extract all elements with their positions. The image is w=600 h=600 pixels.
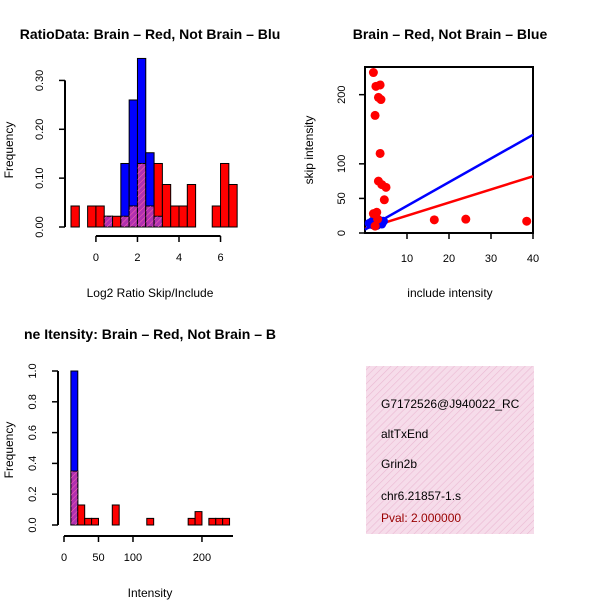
ratio-bar-overlap-hatch bbox=[137, 163, 146, 227]
scatter-point-brain bbox=[381, 182, 391, 192]
info-event-type: altTxEnd bbox=[381, 427, 428, 441]
ratio-x-tick-label: 2 bbox=[134, 252, 140, 264]
intensity-x-tick-label: 0 bbox=[61, 552, 67, 564]
scatter-point-brain bbox=[429, 215, 439, 225]
scatter-point-brain bbox=[370, 110, 380, 120]
ratio-bar-brain bbox=[95, 205, 105, 228]
info-gene-name: Grin2b bbox=[381, 457, 417, 471]
scatter-y-tick-label: 200 bbox=[336, 85, 348, 103]
ratio-y-tick-label: 0.10 bbox=[34, 167, 46, 188]
ratio-x-axis-label: Log2 Ratio Skip/Include bbox=[87, 286, 214, 300]
intensity-histogram-panel: ne Itensity: Brain – Red, Not Brain – B … bbox=[2, 326, 276, 600]
ratio-y-tick-label: 0.20 bbox=[34, 119, 46, 140]
scatter-x-tick-label: 40 bbox=[527, 253, 539, 265]
intensity-bar-brain bbox=[222, 517, 231, 526]
scatter-y-axis-label: skip intensity bbox=[302, 116, 316, 185]
ratio-bar-brain bbox=[112, 215, 122, 228]
ratio-bar-brain bbox=[161, 183, 172, 228]
intensity-bar-brain bbox=[146, 517, 155, 526]
intensity-x-axis-label: Intensity bbox=[128, 586, 173, 600]
scatter-y-tick-label: 100 bbox=[336, 155, 348, 173]
intensity-y-tick-label: 0.8 bbox=[27, 394, 39, 409]
scatter-x-tick-label: 10 bbox=[401, 253, 413, 265]
intensity-chart-title: ne Itensity: Brain – Red, Not Brain – B bbox=[24, 326, 276, 342]
scatter-point-brain bbox=[522, 216, 532, 226]
ratio-histogram-panel: RatioData: Brain – Red, Not Brain – Blu … bbox=[2, 26, 280, 300]
intensity-histogram-axes: 0.0 0.2 0.4 0.6 0.8 1.0 0 50 100 200 bbox=[27, 363, 233, 564]
intensity-bar-brain bbox=[84, 517, 93, 526]
ratio-chart-title: RatioData: Brain – Red, Not Brain – Blu bbox=[20, 26, 281, 42]
ratio-bar-overlap-hatch bbox=[104, 216, 113, 227]
info-panel: G7172526@J940022_RC altTxEnd Grin2b chr6… bbox=[366, 366, 534, 534]
intensity-x-tick-label: 100 bbox=[124, 552, 142, 564]
ratio-y-tick-label: 0.30 bbox=[34, 70, 46, 91]
intensity-x-tick-label: 200 bbox=[193, 552, 211, 564]
ratio-histogram-bars bbox=[70, 57, 238, 228]
intensity-y-tick-label: 1.0 bbox=[27, 363, 39, 378]
intensity-bar-brain bbox=[187, 517, 196, 526]
intensity-y-tick-label: 0.6 bbox=[27, 425, 39, 440]
ratio-histogram-axes: 0.00 0.10 0.20 0.30 0 2 4 6 bbox=[34, 70, 224, 264]
intensity-x-tick-label: 50 bbox=[92, 552, 104, 564]
intensity-histogram-bars bbox=[70, 370, 231, 526]
ratio-bar-overlap-hatch bbox=[129, 205, 138, 227]
scatter-y-tick-label: 0 bbox=[336, 230, 348, 236]
ratio-bar-brain bbox=[70, 205, 80, 228]
ratio-x-tick-label: 0 bbox=[93, 252, 99, 264]
info-panel-hatching bbox=[366, 366, 534, 534]
intensity-y-tick-label: 0.4 bbox=[27, 456, 39, 471]
info-probe-id: G7172526@J940022_RC bbox=[381, 397, 520, 411]
scatter-fit-line-brain bbox=[364, 175, 534, 231]
ratio-bar-brain bbox=[170, 205, 180, 228]
intensity-bar-overlap-hatch bbox=[70, 471, 78, 525]
intensity-bar-brain bbox=[77, 504, 86, 526]
scatter-panel: Brain – Red, Not Brain – Blue 10 20 30 40 0 5… bbox=[302, 26, 547, 300]
scatter-x-axis-label: include intensity bbox=[407, 286, 492, 300]
intensity-y-tick-label: 0.2 bbox=[27, 487, 39, 502]
scatter-chart-title: Brain – Red, Not Brain – Blue bbox=[353, 26, 548, 42]
intensity-y-axis-label: Frequency bbox=[2, 422, 16, 479]
ratio-x-tick-label: 6 bbox=[217, 252, 223, 264]
intensity-bar-brain bbox=[91, 517, 99, 526]
scatter-point-brain bbox=[461, 214, 471, 224]
ratio-bar-brain bbox=[178, 205, 188, 228]
ratio-bar-overlap-hatch bbox=[154, 216, 163, 227]
scatter-point-brain bbox=[375, 80, 385, 90]
scatter-marks bbox=[364, 68, 534, 231]
ratio-bar-overlap-hatch bbox=[120, 216, 130, 227]
scatter-axes: 10 20 30 40 0 50 100 200 bbox=[336, 85, 539, 265]
info-pval: Pval: 2.000000 bbox=[381, 511, 461, 525]
scatter-y-tick-label: 50 bbox=[336, 192, 348, 204]
scatter-point-brain bbox=[379, 195, 389, 205]
ratio-y-axis-label: Frequency bbox=[2, 122, 16, 179]
scatter-point-brain bbox=[373, 214, 383, 224]
scatter-fit-line-not-brain bbox=[364, 133, 534, 231]
intensity-y-tick-label: 0.0 bbox=[27, 517, 39, 532]
ratio-x-tick-label: 4 bbox=[176, 252, 182, 264]
intensity-bar-brain bbox=[194, 511, 203, 526]
info-location: chr6.21857-1.s bbox=[381, 489, 461, 503]
ratio-bar-brain bbox=[186, 183, 197, 228]
ratio-bar-brain bbox=[228, 183, 238, 228]
scatter-point-brain bbox=[368, 68, 378, 78]
scatter-point-brain bbox=[370, 221, 380, 231]
scatter-point-brain bbox=[375, 148, 385, 158]
ratio-bar-brain bbox=[211, 205, 222, 228]
ratio-y-tick-label: 0.00 bbox=[34, 216, 46, 237]
scatter-point-brain bbox=[376, 95, 386, 105]
scatter-x-tick-label: 30 bbox=[485, 253, 497, 265]
intensity-bar-brain bbox=[208, 517, 217, 526]
ratio-bar-brain bbox=[87, 205, 97, 228]
intensity-bar-brain bbox=[111, 504, 120, 526]
intensity-bar-brain bbox=[215, 517, 224, 526]
ratio-bar-brain bbox=[220, 162, 230, 228]
scatter-x-tick-label: 20 bbox=[443, 253, 455, 265]
ratio-bar-overlap-hatch bbox=[145, 205, 155, 227]
